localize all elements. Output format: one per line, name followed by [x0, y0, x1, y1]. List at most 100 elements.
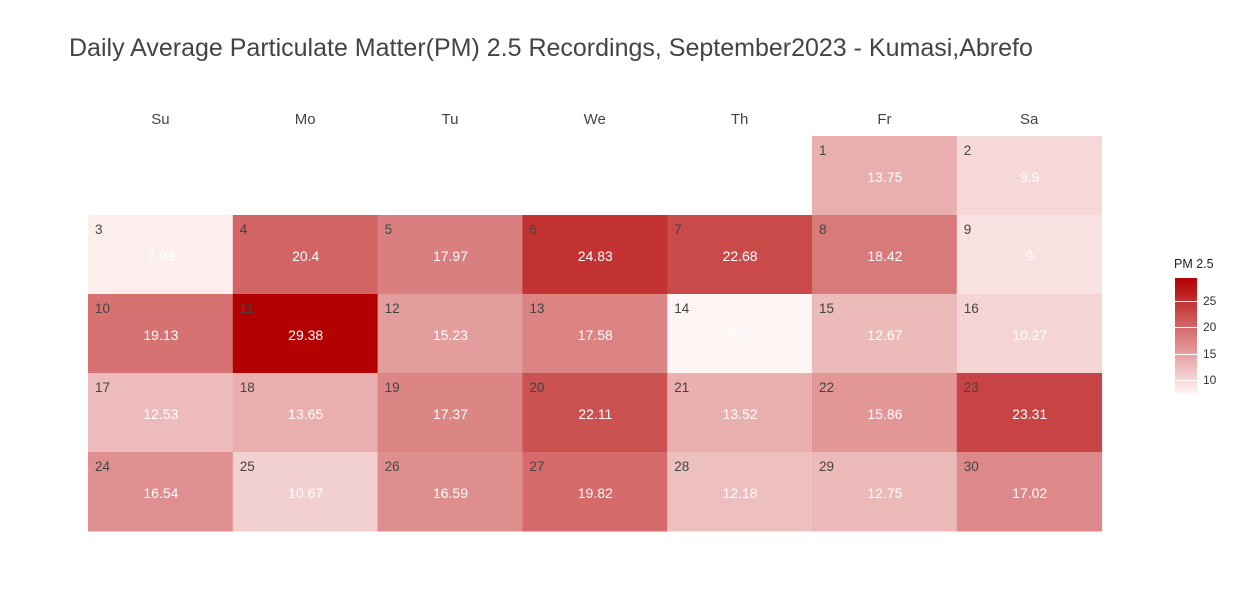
day-cell-fill: [522, 215, 668, 295]
day-cell: 624.83: [522, 215, 668, 295]
day-number: 10: [95, 301, 110, 316]
value-label: 17.58: [578, 327, 613, 343]
value-label: 9.9: [1020, 169, 1040, 185]
value-label: 12.75: [867, 485, 902, 501]
day-cell-fill: [667, 373, 813, 453]
day-cell-fill: [232, 294, 379, 374]
day-cell-fill: [956, 136, 1103, 216]
day-number: 25: [240, 459, 255, 474]
day-cell: 37.93: [88, 215, 234, 295]
value-label: 12.53: [143, 406, 178, 422]
value-label: 29.38: [288, 327, 323, 343]
day-cell-fill: [522, 452, 668, 532]
day-number: 7: [674, 222, 682, 237]
day-cell-fill: [812, 136, 958, 216]
value-label: 15.23: [433, 327, 468, 343]
day-cell-fill: [956, 452, 1103, 532]
day-cell-fill: [667, 294, 813, 374]
day-cell-fill: [377, 215, 523, 295]
chart-title: Daily Average Particulate Matter(PM) 2.5…: [69, 34, 1033, 62]
day-number: 9: [964, 222, 972, 237]
day-cell: 24 16.54: [88, 452, 234, 532]
day-cell-fill: [956, 294, 1103, 374]
value-label: 22.68: [723, 248, 758, 264]
day-cell: 517.97: [377, 215, 523, 295]
day-cell-fill: [88, 215, 234, 295]
legend-tick-mark: [1175, 301, 1197, 303]
legend-gradient: [1175, 278, 1197, 394]
weekday-label: Sa: [1020, 111, 1039, 128]
day-cell: 21 13.52: [667, 373, 813, 453]
day-cell: 15 12.67: [812, 294, 958, 374]
day-cell: 722.68: [667, 215, 813, 295]
day-cell-fill: [88, 452, 234, 532]
weekday-label: Mo: [295, 111, 316, 128]
day-number: 5: [385, 222, 393, 237]
value-label: 13.65: [288, 406, 323, 422]
day-cell: 26 16.59: [377, 452, 523, 532]
day-number: 28: [674, 459, 689, 474]
day-number: 23: [964, 380, 979, 395]
day-cell: 29.9: [956, 136, 1103, 216]
day-number: 22: [819, 380, 834, 395]
day-cell: 29 12.75: [812, 452, 958, 532]
day-number: 12: [385, 301, 400, 316]
day-number: 18: [240, 380, 255, 395]
day-cell-fill: [956, 215, 1103, 295]
day-cell-fill: [377, 452, 523, 532]
day-cell-fill: [667, 215, 813, 295]
legend-tick-label: 10: [1203, 372, 1217, 387]
day-cell: 23 23.31: [956, 373, 1103, 453]
weekday-label: Su: [151, 111, 169, 128]
day-cell: 12 15.23: [377, 294, 523, 374]
day-number: 6: [529, 222, 537, 237]
value-label: 12.67: [867, 327, 902, 343]
day-cell: 17 12.53: [88, 373, 234, 453]
day-cell-fill: [232, 373, 379, 453]
day-number: 3: [95, 222, 103, 237]
weekday-label: Th: [731, 111, 749, 128]
day-number: 21: [674, 380, 689, 395]
day-number: 26: [385, 459, 400, 474]
day-cell-fill: [812, 373, 958, 453]
day-cell-fill: [812, 215, 958, 295]
day-cell-fill: [812, 294, 958, 374]
value-label: 10.67: [288, 485, 323, 501]
day-cell-fill: [88, 373, 234, 453]
day-number: 17: [95, 380, 110, 395]
day-number: 15: [819, 301, 834, 316]
day-cell: 13 17.58: [522, 294, 668, 374]
day-cell: 818.42: [812, 215, 958, 295]
value-label: 23.31: [1012, 406, 1047, 422]
day-number: 2: [964, 143, 972, 158]
day-cell-fill: [522, 294, 668, 374]
day-cell: 16 10.27: [956, 294, 1103, 374]
legend-tick-label: 15: [1203, 346, 1217, 361]
day-cell-fill: [812, 452, 958, 532]
value-label: 17.37: [433, 406, 468, 422]
day-cell: 30 17.02: [956, 452, 1103, 532]
legend-color-bar: [1175, 278, 1197, 394]
day-cell: 28 12.18: [667, 452, 813, 532]
value-label: 22.11: [578, 406, 612, 422]
value-label: 16.59: [433, 485, 468, 501]
day-number: 29: [819, 459, 834, 474]
value-label: 10.27: [1012, 327, 1047, 343]
legend-tick-mark: [1175, 379, 1197, 381]
day-number: 13: [529, 301, 544, 316]
day-number: 19: [385, 380, 400, 395]
day-number: 11: [240, 301, 254, 316]
day-cell-fill: [232, 452, 379, 532]
day-cell: 113.75: [812, 136, 958, 216]
day-number: 14: [674, 301, 690, 316]
value-label: 15.86: [867, 406, 902, 422]
legend-tick-label: 25: [1203, 294, 1217, 309]
value-label: 19.13: [143, 327, 178, 343]
day-cell: 19 17.37: [377, 373, 523, 453]
day-cell-fill: [956, 373, 1103, 453]
day-cell: 147.33: [667, 294, 813, 374]
day-cell-fill: [522, 373, 668, 453]
value-label: 17.02: [1012, 485, 1047, 501]
day-number: 16: [964, 301, 979, 316]
